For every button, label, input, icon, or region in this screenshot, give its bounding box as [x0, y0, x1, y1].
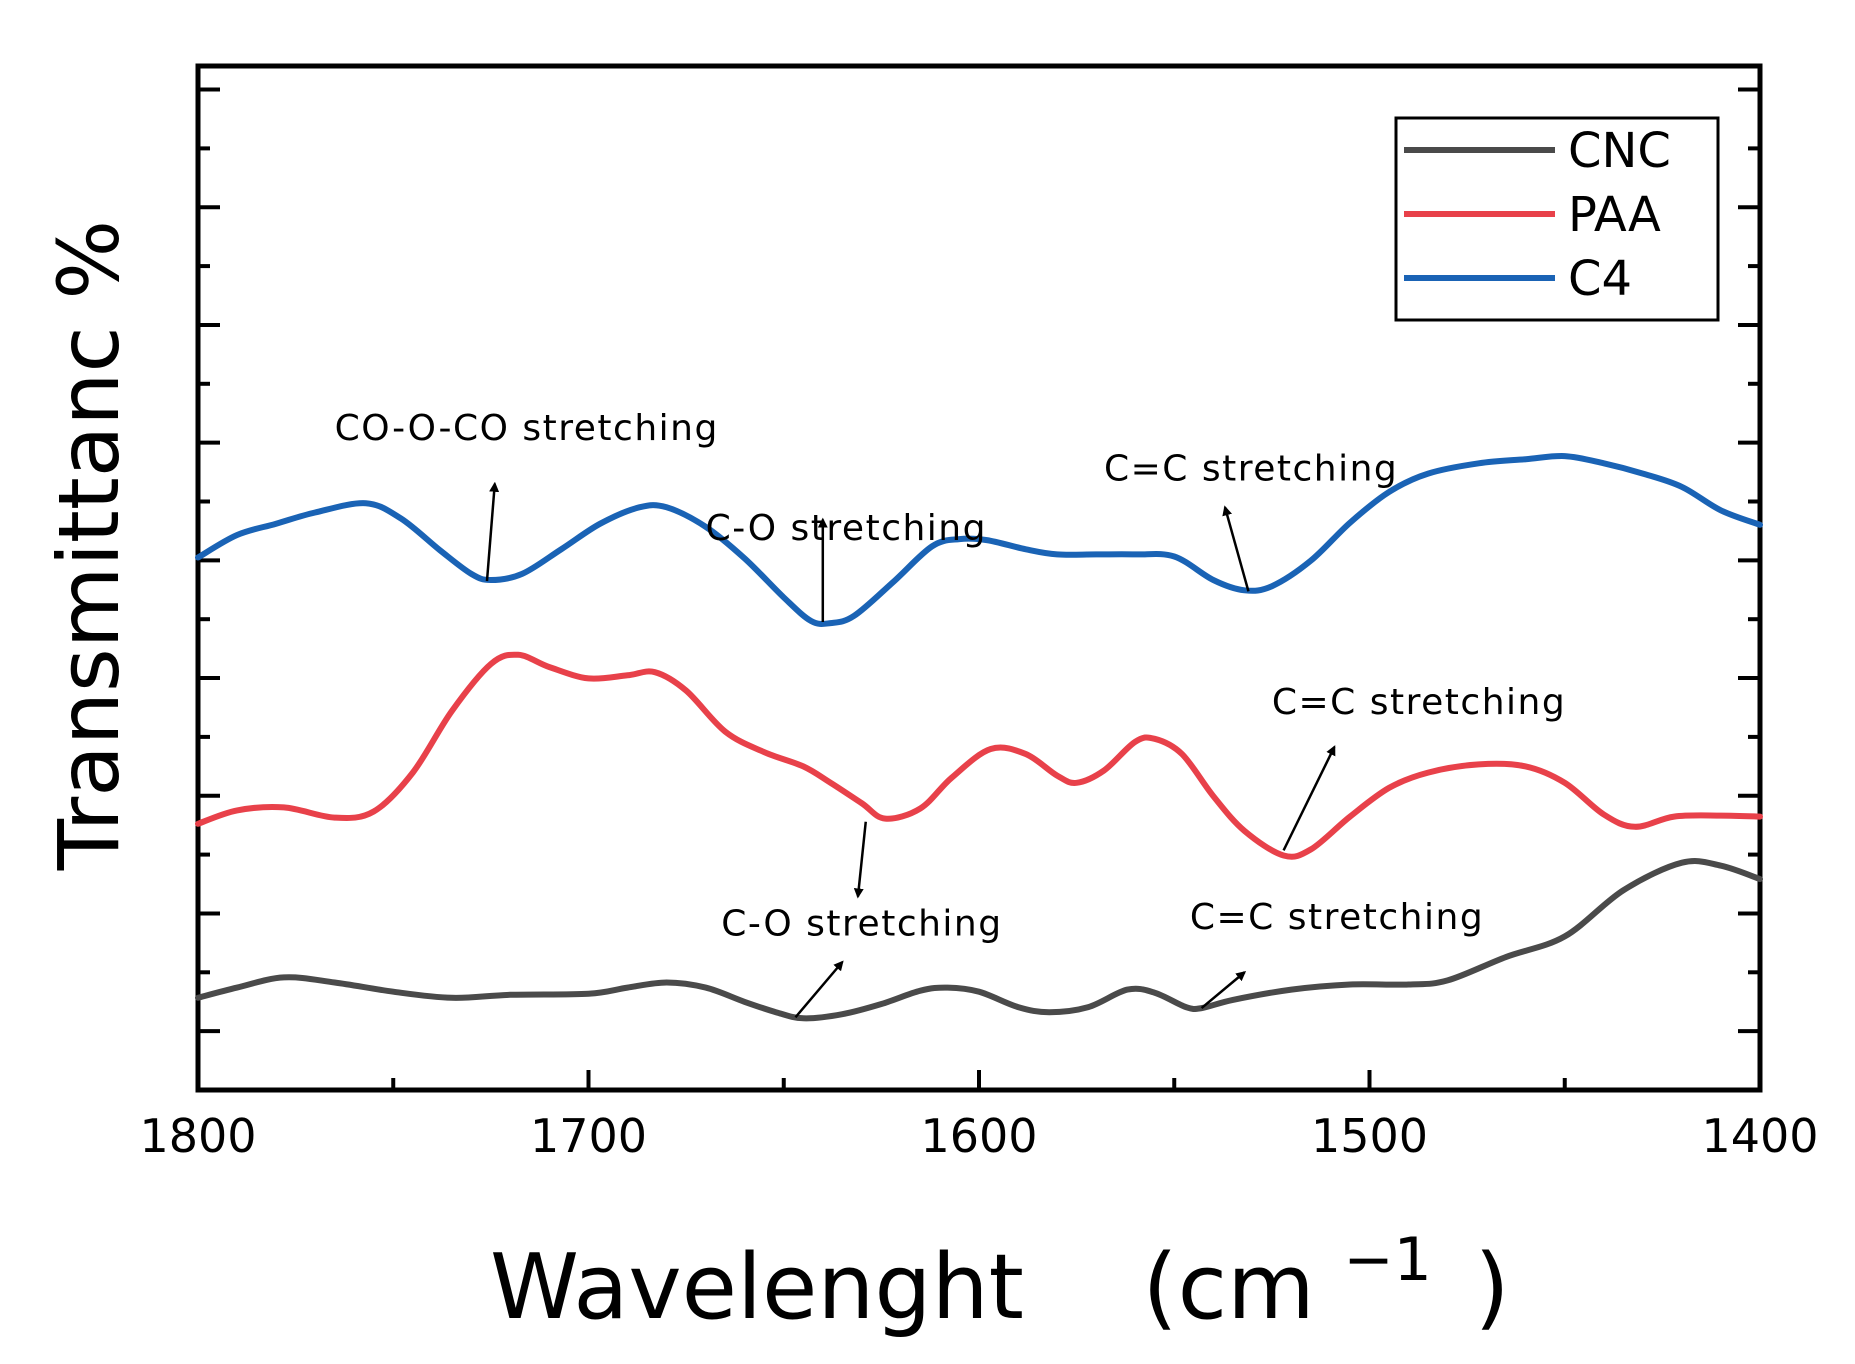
- series-line-c4: [195, 453, 1763, 627]
- x-tick-label: 1800: [139, 1109, 256, 1163]
- x-axis-label: Wavelenght (cm −1 ): [490, 1197, 1510, 1340]
- series-lines: [195, 453, 1763, 1022]
- annotation-label: CO-O-CO stretching: [335, 408, 719, 449]
- annotation-arrow: [853, 821, 867, 899]
- annotation-arrow: [485, 481, 500, 582]
- legend-label-paa: PAA: [1568, 187, 1661, 243]
- x-tick-label: 1500: [1311, 1109, 1428, 1163]
- x-tick-label: 1600: [920, 1109, 1037, 1163]
- annotation-label: C=C stretching: [1272, 682, 1566, 723]
- x-axis-label-unit-sup: −1: [1343, 1225, 1431, 1295]
- annotations: CO-O-CO stretching C-O stretching C=C stre…: [335, 408, 1566, 1019]
- legend: CNC PAA C4: [1394, 116, 1720, 322]
- y-axis-label: Transmittanc %: [40, 220, 138, 871]
- annotation-label: C=C stretching: [1104, 449, 1398, 490]
- annotation-label: C-O stretching: [721, 903, 1002, 944]
- x-tick-label: 1400: [1701, 1109, 1818, 1163]
- plot-area: CO-O-CO stretching C-O stretching C=C stre…: [195, 63, 1763, 1093]
- annotation-arrow: [1200, 970, 1247, 1010]
- x-axis-label-unit: (cm: [1143, 1235, 1315, 1340]
- series-line-cnc: [195, 858, 1763, 1022]
- x-tick-label: 1700: [530, 1109, 647, 1163]
- annotation-label: C-O stretching: [706, 508, 987, 549]
- legend-label-c4: C4: [1568, 251, 1632, 307]
- legend-label-cnc: CNC: [1568, 123, 1671, 179]
- x-tick-labels: 1800 1700 1600 1500 1400: [139, 1109, 1818, 1163]
- annotation-label: C=C stretching: [1190, 897, 1484, 938]
- series-line-paa: [195, 651, 1763, 860]
- annotation-arrow: [1282, 745, 1336, 851]
- annotation-arrow: [1222, 505, 1250, 592]
- axis-ticks: [196, 87, 1762, 1090]
- legend-items: CNC PAA C4: [1404, 123, 1671, 307]
- x-axis-label-unit-close: ): [1474, 1235, 1509, 1340]
- x-axis-label-word: Wavelenght: [490, 1235, 1024, 1340]
- annotation-arrow: [794, 960, 844, 1019]
